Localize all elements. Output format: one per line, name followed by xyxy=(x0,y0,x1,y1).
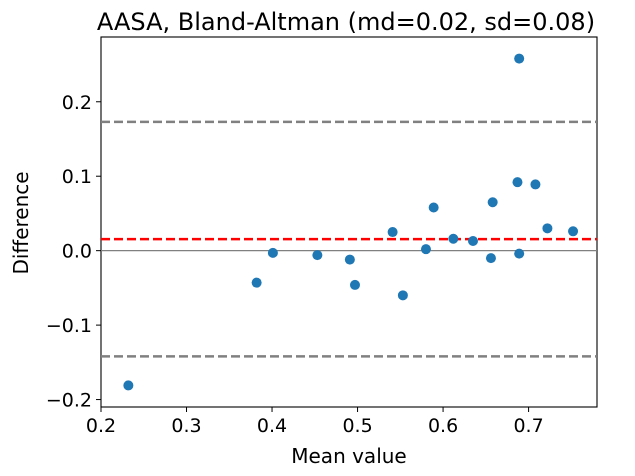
plot-frame xyxy=(100,36,598,408)
x-tick-label: 0.6 xyxy=(428,415,458,437)
data-point xyxy=(468,235,478,246)
reference-lines xyxy=(101,120,597,358)
plot-area xyxy=(100,36,598,408)
data-point xyxy=(487,197,498,208)
y-tick-label: 0.2 xyxy=(62,92,92,114)
data-point xyxy=(251,277,262,288)
x-tick-label: 0.2 xyxy=(86,415,116,437)
x-tick-label: 0.5 xyxy=(342,415,372,437)
data-point xyxy=(123,380,134,391)
data-point xyxy=(428,202,439,213)
data-point xyxy=(349,279,360,290)
data-point xyxy=(514,53,525,64)
x-tick-label: 0.7 xyxy=(513,415,543,437)
data-point xyxy=(448,233,459,244)
data-point xyxy=(542,223,553,234)
chart-title: AASA, Bland-Altman (md=0.02, sd=0.08) xyxy=(97,8,595,36)
data-point xyxy=(312,250,323,261)
y-axis-label: Difference xyxy=(9,171,33,274)
data-point xyxy=(344,254,355,265)
data-points xyxy=(123,53,579,391)
x-tick-label: 0.3 xyxy=(171,415,201,437)
y-tick-label: 0.1 xyxy=(62,166,92,188)
axis-ticks: 0.2 0.3 0.4 0.5 0.6 0.7 0.2 0.1 0.0 −0.1 −0.2 xyxy=(46,92,544,437)
data-point xyxy=(514,248,525,259)
data-point xyxy=(512,177,523,188)
data-point xyxy=(530,179,541,190)
x-tick-label: 0.4 xyxy=(257,415,287,437)
data-point xyxy=(387,227,398,238)
data-point xyxy=(568,226,579,237)
data-point xyxy=(485,253,496,264)
y-tick-label: 0.0 xyxy=(62,241,92,263)
data-point xyxy=(397,290,408,301)
x-axis-label: Mean value xyxy=(291,444,406,468)
data-point xyxy=(420,244,431,255)
y-tick-label: −0.2 xyxy=(46,390,92,412)
data-point xyxy=(267,247,278,258)
y-tick-label: −0.1 xyxy=(46,315,92,337)
